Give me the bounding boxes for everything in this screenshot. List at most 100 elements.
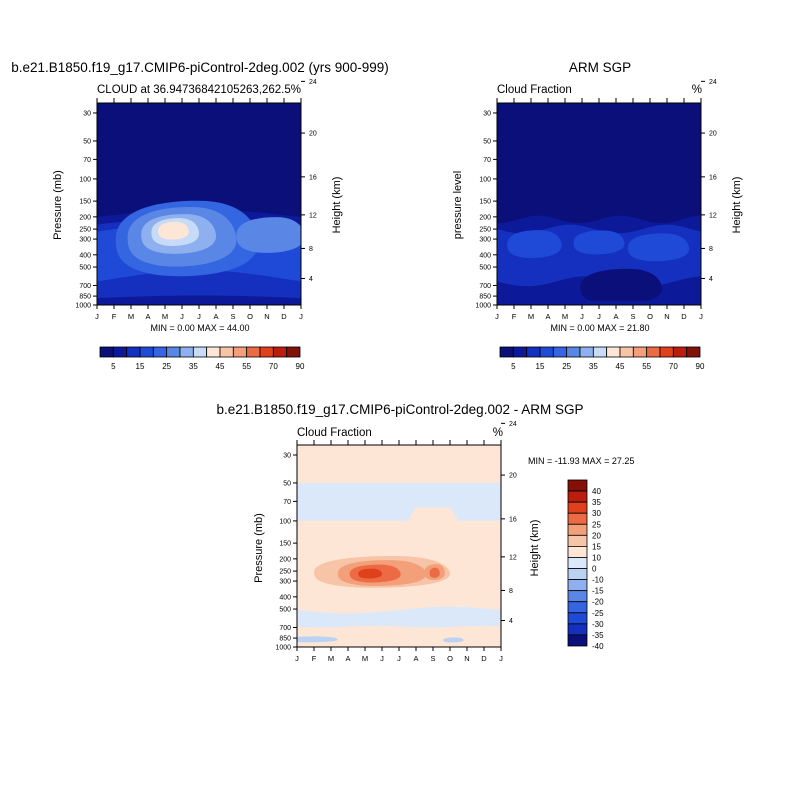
colorbar-swatch (619, 346, 634, 358)
x-tick-label: J (380, 654, 384, 663)
contour-level-15a (507, 230, 562, 258)
x-tick-label: M (162, 312, 168, 321)
panel-model-subtitle-left: CLOUD at 36.94736842105263,262.5 (97, 84, 291, 96)
colorbar-label: -30 (592, 620, 604, 629)
colorbar-label: 45 (616, 362, 625, 371)
axes: J F M A M J J A S O N D J 30 50 70 100 150 200 250 300 400 500… (275, 421, 516, 663)
colorbar-label: 45 (216, 362, 225, 371)
height-tick-label: 12 (309, 212, 317, 219)
panel-obs: ARM SGP Cloud Fraction % J F M A M J J A S O N D J 30… (452, 60, 743, 371)
x-tick-label: J (495, 312, 499, 321)
panel-model-ylabel-right: Height (km) (331, 177, 343, 234)
colorbar-swatch (166, 346, 181, 358)
axes: J F M A M J J A S O N D J 30 50 70 100 150 200 250 300 400 500… (475, 79, 716, 321)
pressure-tick-label: 300 (479, 237, 491, 244)
pressure-tick-label: 500 (279, 607, 291, 614)
colorbar-swatch (112, 346, 128, 358)
x-tick-label: J (580, 312, 584, 321)
pressure-tick-label: 200 (279, 556, 291, 563)
pressure-tick-label: 200 (79, 214, 91, 221)
colorbar-label: 20 (592, 531, 601, 540)
x-tick-label: J (197, 312, 201, 321)
pressure-tick-label: 850 (79, 294, 91, 301)
colorbar-label: -35 (592, 631, 604, 640)
contour-level-neg10 (297, 636, 338, 643)
x-tick-label: M (362, 654, 368, 663)
pressure-tick-label: 150 (479, 199, 491, 206)
colorbar-swatch (567, 557, 588, 569)
pressure-tick-label: 200 (479, 214, 491, 221)
colorbar-swatch (206, 346, 221, 358)
colorbar-label: 25 (592, 520, 601, 529)
pressure-tick-label: 30 (283, 452, 291, 459)
x-tick-label: J (699, 312, 703, 321)
panel-model-colorbar: 5 15 25 35 45 55 70 90 (99, 346, 305, 371)
height-tick-label: 4 (509, 618, 513, 625)
axes: J F M A M J J A S O N D J 30 50 70 100 150 200 250 300 400 500… (75, 79, 316, 321)
colorbar-label: 15 (592, 542, 601, 551)
colorbar-swatch (499, 346, 514, 358)
x-tick-label: S (630, 312, 635, 321)
colorbar-label: 30 (592, 509, 601, 518)
pressure-tick-label: 50 (83, 138, 91, 145)
height-tick-label: 20 (709, 131, 717, 138)
x-tick-label: J (299, 312, 303, 321)
colorbar-swatch (152, 346, 168, 358)
height-tick-label: 24 (709, 79, 717, 86)
colorbar-label: 90 (296, 362, 305, 371)
x-tick-label: J (295, 654, 299, 663)
contour-low-obs (580, 268, 662, 305)
x-tick-label: M (562, 312, 568, 321)
height-tick-label: 24 (509, 421, 517, 428)
x-tick-label: J (180, 312, 184, 321)
colorbar-label: 10 (592, 553, 601, 562)
panel-diff-stats: MIN = -11.93 MAX = 27.25 (528, 456, 634, 466)
colorbar-label: 25 (562, 362, 571, 371)
x-tick-label: O (247, 312, 253, 321)
colorbar-swatch (686, 346, 701, 358)
panel-obs-subtitle-right: % (692, 84, 702, 96)
pressure-tick-label: 500 (79, 265, 91, 272)
contour-level-pos-lower (297, 625, 501, 647)
pressure-tick-label: 500 (479, 265, 491, 272)
pressure-tick-label: 850 (279, 636, 291, 643)
pressure-tick-label: 300 (279, 579, 291, 586)
pressure-tick-label: 400 (79, 252, 91, 259)
panel-model: b.e21.B1850.f19_g17.CMIP6-piControl-2deg… (11, 60, 389, 371)
colorbar-label: 40 (592, 487, 601, 496)
panel-obs-ylabel: pressure level (452, 171, 464, 239)
x-tick-label: J (499, 654, 503, 663)
height-tick-label: 16 (509, 516, 517, 523)
height-tick-label: 4 (309, 276, 313, 283)
colorbar-label: 90 (696, 362, 705, 371)
colorbar-swatch (272, 346, 288, 358)
x-tick-label: A (413, 654, 418, 663)
pressure-tick-label: 700 (79, 283, 91, 290)
pressure-tick-label: 70 (483, 157, 491, 164)
panel-diff-subtitle-right: % (493, 427, 503, 439)
height-tick-label: 4 (709, 276, 713, 283)
height-tick-label: 8 (709, 246, 713, 253)
pressure-tick-label: 1000 (275, 645, 291, 652)
colorbar-swatch (126, 346, 141, 358)
panel-model-plot: J F M A M J J A S O N D J 30 50 70 100 150 200 250 300 400 500… (75, 79, 316, 321)
colorbar-label: 35 (189, 362, 198, 371)
colorbar-swatch (606, 346, 621, 358)
height-tick-label: 24 (309, 79, 317, 86)
contour-level-15c (627, 233, 690, 262)
panel-model-ylabel: Pressure (mb) (52, 170, 64, 240)
pressure-tick-label: 250 (279, 569, 291, 576)
colorbar-swatch (672, 346, 688, 358)
colorbar-swatch (567, 490, 588, 503)
colorbar-label: -40 (592, 642, 604, 651)
pressure-tick-label: 30 (483, 110, 491, 117)
colorbar-swatch (567, 634, 588, 647)
pressure-tick-label: 400 (279, 594, 291, 601)
x-tick-label: F (112, 312, 117, 321)
colorbar-swatch (139, 346, 154, 358)
x-tick-label: S (430, 654, 435, 663)
x-tick-label: F (312, 654, 317, 663)
panel-obs-stats: MIN = 0.00 MAX = 21.80 (550, 323, 649, 333)
colorbar-label: 70 (269, 362, 278, 371)
